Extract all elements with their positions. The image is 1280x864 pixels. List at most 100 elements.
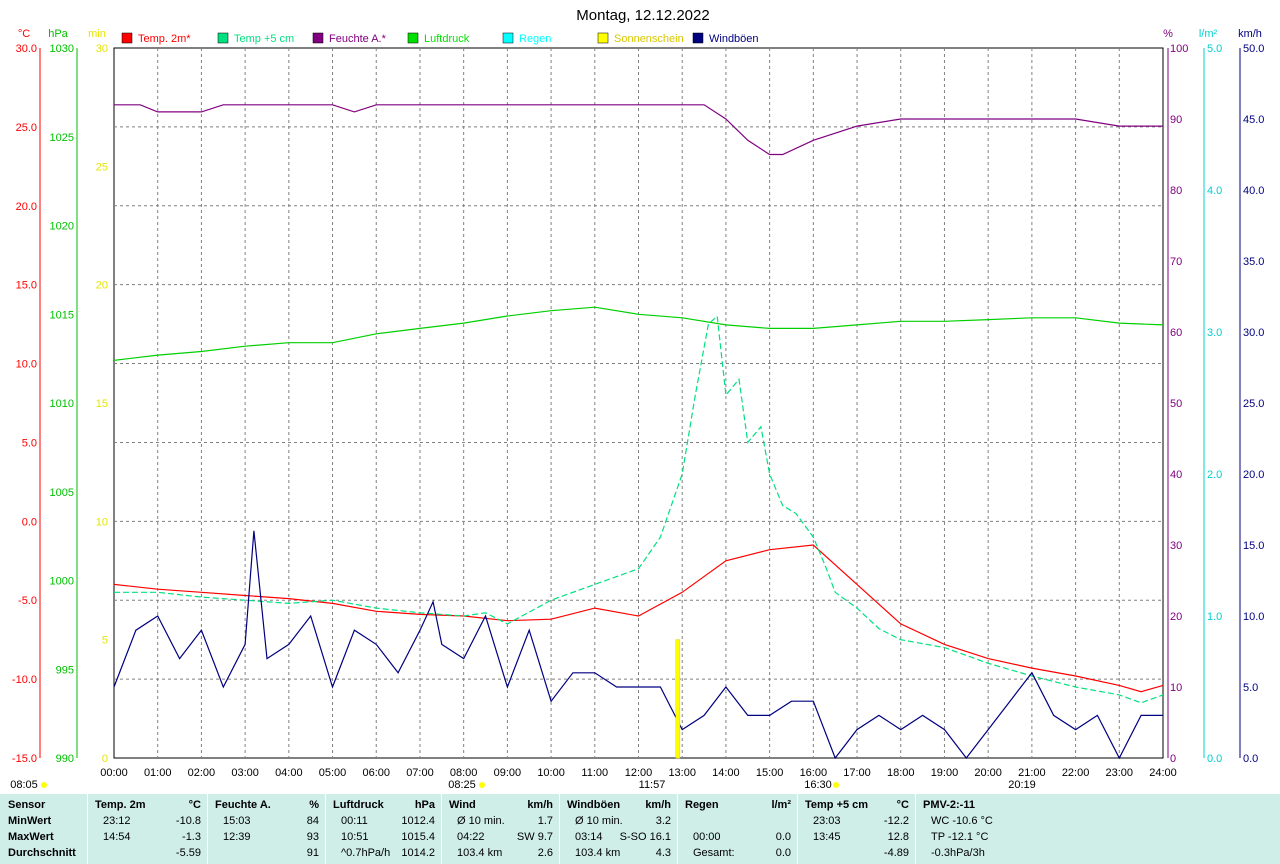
stats-cell: -1.3 — [182, 831, 201, 843]
stats-header-unit: km/h — [527, 799, 553, 811]
legend-swatch — [692, 32, 704, 44]
stats-cell: 10:51 — [341, 831, 369, 843]
series-line — [113, 544, 1164, 693]
axis-unit-temp: °C — [18, 28, 30, 40]
x-tick-label: 02:00 — [188, 767, 216, 779]
axis-unit-kmh: km/h — [1238, 28, 1262, 40]
stats-header: Feuchte A. — [215, 799, 271, 811]
tick-label-temp: 0.0 — [22, 516, 37, 528]
stats-cell: 12.8 — [887, 831, 909, 843]
axis-unit-pct: % — [1163, 28, 1173, 40]
stats-header: PMV-2:-11 — [923, 799, 975, 811]
chart-grid — [113, 47, 1164, 759]
stats-cell: Ø 10 min. — [457, 815, 505, 827]
stats-header-unit: °C — [896, 799, 909, 811]
tick-label-hpa: 990 — [56, 753, 74, 765]
legend: Temp. 2m* Temp +5 cm Feuchte A.* Luftdruck R… — [121, 32, 759, 45]
stats-cell: 0.0 — [775, 831, 791, 843]
stats-cell: -0.3hPa/3h — [931, 847, 985, 859]
axis-unit-rain: l/m² — [1199, 28, 1218, 40]
x-tick-label: 17:00 — [843, 767, 871, 779]
stats-header-unit: °C — [188, 799, 201, 811]
stats-separator — [325, 794, 326, 864]
x-tick-label: 03:00 — [231, 767, 259, 779]
legend-label: Feuchte A.* — [329, 33, 387, 45]
tick-label-rain: 3.0 — [1207, 327, 1222, 339]
solar-noon-label: 11:57 — [639, 779, 666, 791]
x-tick-label: 01:00 — [144, 767, 172, 779]
series-line — [114, 104, 1163, 156]
stats-separator — [441, 794, 442, 864]
stats-cell: -10.8 — [175, 815, 201, 827]
x-tick-label: 22:00 — [1062, 767, 1090, 779]
x-tick-label: 12:00 — [625, 767, 653, 779]
tick-label-hpa: 1030 — [50, 43, 74, 55]
stats-separator — [207, 794, 208, 864]
stats-cell: 1015.4 — [401, 831, 435, 843]
tick-label-pct: 80 — [1170, 185, 1182, 197]
stats-cell: Gesamt: — [693, 847, 735, 859]
x-axis: 00:00 01:00 02:00 03:00 04:00 05:00 06:00 07:00… — [100, 767, 1177, 779]
x-tick-label: 18:00 — [887, 767, 915, 779]
axis-unit-hpa: hPa — [48, 28, 68, 40]
stats-separator — [915, 794, 916, 864]
stats-cell: 1012.4 — [401, 815, 435, 827]
x-tick-label: 13:00 — [668, 767, 696, 779]
tick-label-temp: 30.0 — [16, 43, 37, 55]
x-tick-label: 08:00 — [450, 767, 478, 779]
tick-label-kmh: 15.0 — [1243, 540, 1264, 552]
legend-label: Sonnenschein — [614, 33, 684, 45]
stats-column: Luftdruck hPa 00:11 1012.4 10:51 1015.4 ^0.7hP… — [325, 794, 441, 864]
stats-cell: 13:45 — [813, 831, 841, 843]
stats-column: Sensor MinWert MaxWert Durchschnitt — [0, 794, 87, 864]
sun-icon — [41, 782, 47, 788]
tick-label-pct: 100 — [1170, 43, 1188, 55]
x-tick-label: 10:00 — [537, 767, 565, 779]
legend-swatch — [312, 32, 324, 44]
legend-label: Luftdruck — [424, 33, 470, 45]
legend-label: Windböen — [709, 33, 759, 45]
tick-label-min: 10 — [96, 516, 108, 528]
tick-label-temp: 20.0 — [16, 201, 37, 213]
legend-swatch — [121, 32, 133, 44]
stats-column: Wind km/h Ø 10 min. 1.7 04:22 SW 9.7 103.4 km 2… — [441, 794, 559, 864]
x-tick-label: 04:00 — [275, 767, 303, 779]
tick-label-temp: -10.0 — [12, 674, 37, 686]
stats-header: Windböen — [567, 799, 621, 811]
stats-cell: SW 9.7 — [516, 831, 553, 843]
tick-label-temp: 15.0 — [16, 280, 37, 292]
stats-cell: 103.4 km — [457, 847, 503, 859]
sun-markers: 08:05 08:25 11:57 16:30 20:19 — [10, 779, 1036, 791]
tick-label-kmh: 40.0 — [1243, 185, 1264, 197]
stats-cell: MaxWert — [8, 831, 54, 843]
stats-header: Sensor — [8, 799, 46, 811]
stats-cell: 12:39 — [223, 831, 251, 843]
x-tick-label: 11:00 — [581, 767, 608, 779]
tick-label-temp: -5.0 — [18, 595, 37, 607]
x-tick-label: 07:00 — [406, 767, 434, 779]
tick-label-kmh: 30.0 — [1243, 327, 1264, 339]
stats-cell: 03:14 — [575, 831, 603, 843]
x-tick-label: 23:00 — [1106, 767, 1134, 779]
stats-separator — [797, 794, 798, 864]
stats-column: PMV-2:-11 WC -10.6 °C TP -12.1 °C -0.3hPa/3… — [915, 794, 1035, 864]
stats-header: Wind — [449, 799, 476, 811]
sunshine-bar — [675, 639, 681, 759]
series-line — [113, 530, 1163, 760]
stats-cell: 00:11 — [341, 815, 368, 827]
stats-cell: 04:22 — [457, 831, 485, 843]
tick-label-kmh: 0.0 — [1243, 753, 1258, 765]
tick-label-rain: 2.0 — [1207, 469, 1222, 481]
stats-cell: ^0.7hPa/h — [341, 847, 391, 859]
tick-label-min: 0 — [102, 753, 108, 765]
stats-cell: Durchschnitt — [8, 847, 76, 859]
x-tick-label: 24:00 — [1149, 767, 1177, 779]
tick-label-temp: 10.0 — [16, 359, 37, 371]
tick-label-rain: 4.0 — [1207, 185, 1222, 197]
x-tick-label: 16:00 — [800, 767, 828, 779]
tick-label-rain: 5.0 — [1207, 43, 1222, 55]
x-tick-label: 20:00 — [974, 767, 1002, 779]
stats-panel: Sensor MinWert MaxWert Durchschnitt Temp. 2m… — [0, 794, 1280, 864]
tick-label-pct: 50 — [1170, 398, 1182, 410]
legend-label: Regen — [519, 33, 551, 45]
